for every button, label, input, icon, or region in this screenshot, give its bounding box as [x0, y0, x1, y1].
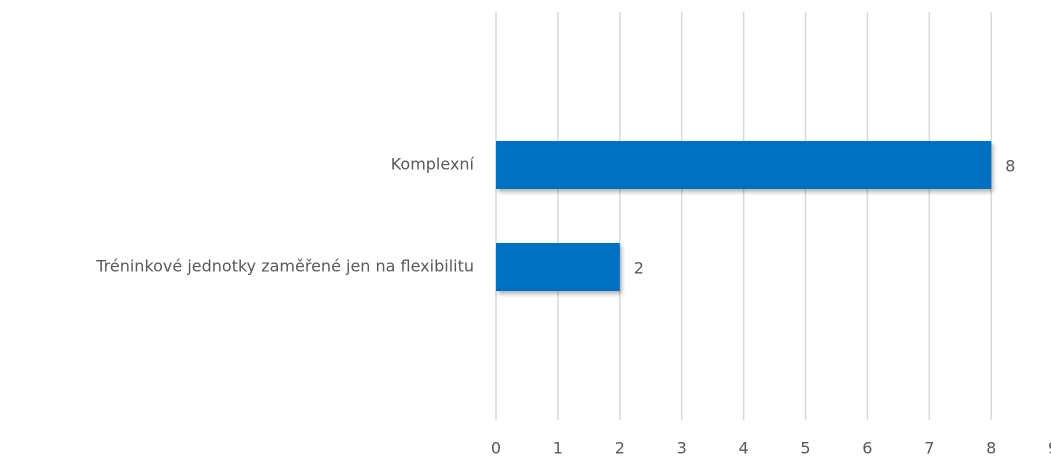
data-label: 8 [1005, 157, 1015, 176]
x-tick-label: 3 [677, 439, 687, 458]
x-tick-label: 4 [739, 439, 749, 458]
y-tick-label: Komplexní [391, 155, 475, 174]
x-tick-label: 2 [615, 439, 625, 458]
x-tick-label: 8 [986, 439, 996, 458]
x-tick-label: 0 [491, 439, 501, 458]
data-label: 2 [634, 259, 644, 278]
x-tick-label: 1 [553, 439, 563, 458]
x-tick-label: 9 [1048, 439, 1051, 458]
x-tick-label: 6 [862, 439, 872, 458]
bar [496, 141, 992, 189]
x-tick-label: 7 [924, 439, 934, 458]
bar [496, 243, 620, 291]
x-tick-label: 5 [800, 439, 810, 458]
y-tick-label: Tréninkové jednotky zaměřené jen na flex… [95, 257, 474, 276]
